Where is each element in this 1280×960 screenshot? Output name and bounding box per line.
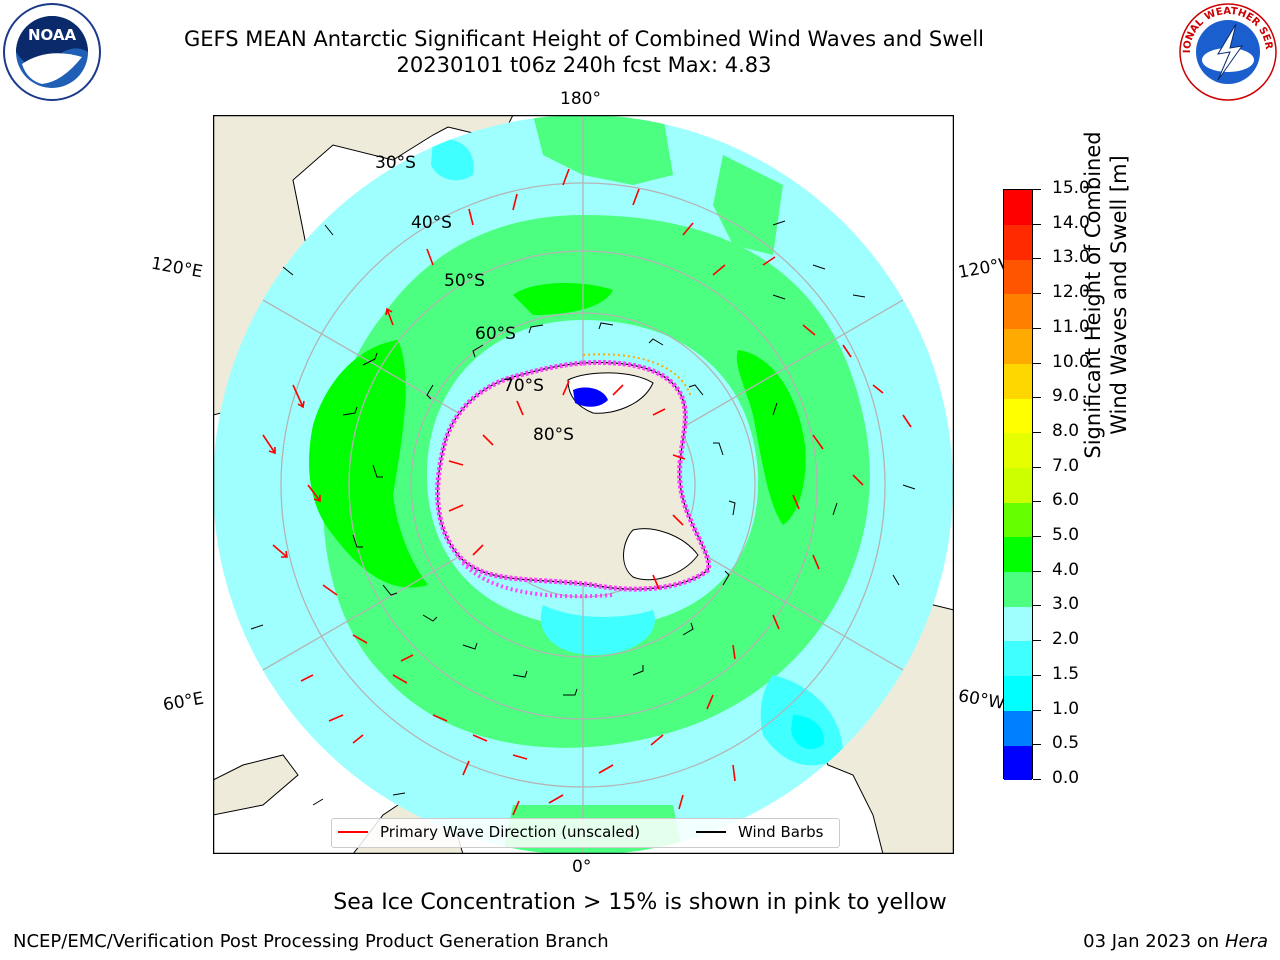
colorbar-tick (1033, 744, 1041, 746)
colorbar-segment (1004, 606, 1032, 642)
colorbar-tick (1033, 779, 1041, 780)
colorbar-tick (1033, 570, 1041, 572)
antarctica (435, 353, 712, 599)
colorbar-title: Significant Height of Combined Wind Wave… (1080, 105, 1132, 485)
legend-item-wind: Wind Barbs (696, 823, 823, 841)
wave-line-swatch (338, 831, 368, 833)
colorbar-segment (1004, 398, 1032, 434)
colorbar-tick (1033, 605, 1041, 607)
colorbar-segment (1004, 363, 1032, 399)
colorbar-tick-label: 13.0 (1052, 247, 1090, 268)
lon-label-180: 180° (560, 89, 601, 109)
lat-label-30s: 30°S (375, 153, 416, 173)
colorbar-segment (1004, 328, 1032, 364)
chart-subtitle: 20230101 t06z 240h fcst Max: 4.83 (396, 53, 772, 77)
colorbar-tick-label: 1.5 (1052, 663, 1080, 684)
chart-title: GEFS MEAN Antarctic Significant Height o… (183, 27, 985, 51)
colorbar-segment (1004, 432, 1032, 468)
colorbar-tick (1033, 431, 1041, 433)
colorbar-tick (1033, 258, 1041, 260)
colorbar-tick (1033, 223, 1041, 225)
colorbar-tick (1033, 327, 1041, 329)
colorbar-segment (1004, 294, 1032, 330)
colorbar-title-line2: Wind Waves and Swell [m] (1107, 155, 1131, 435)
colorbar-tick-label: 4.0 (1052, 559, 1080, 580)
footer-date-text: 03 Jan 2023 on (1083, 931, 1225, 952)
footer-credit: NCEP/EMC/Verification Post Processing Pr… (13, 931, 609, 952)
colorbar-segment (1004, 467, 1032, 503)
colorbar-tick (1033, 362, 1041, 364)
colorbar-segment (1004, 675, 1032, 711)
colorbar (1003, 189, 1033, 781)
lon-label-120e: 120°E (149, 253, 205, 283)
colorbar-segment (1004, 537, 1032, 573)
colorbar-tick (1033, 536, 1041, 538)
lon-label-0: 0° (572, 857, 592, 877)
wind-barbs (250, 220, 916, 806)
nws-logo: NATIONAL WEATHER SERVICE (1178, 2, 1277, 101)
colorbar-tick (1033, 189, 1041, 190)
lat-label-60s: 60°S (475, 324, 516, 344)
noaa-logo: NOAA (3, 3, 101, 101)
colorbar-segment (1004, 571, 1032, 607)
lon-label-60e: 60°E (161, 688, 206, 716)
wind-line-swatch (696, 831, 726, 833)
colorbar-tick (1033, 293, 1041, 295)
lat-label-40s: 40°S (411, 213, 452, 233)
map-legend: Primary Wave Direction (unscaled) Wind B… (331, 818, 840, 848)
colorbar-tick-label: 10.0 (1052, 351, 1090, 372)
lat-label-50s: 50°S (444, 271, 485, 291)
colorbar-tick-label: 11.0 (1052, 316, 1090, 337)
colorbar-tick (1033, 466, 1041, 468)
svg-text:NOAA: NOAA (28, 26, 77, 44)
colorbar-segment (1004, 502, 1032, 538)
legend-item-wave: Primary Wave Direction (unscaled) (338, 823, 640, 841)
colorbar-tick-label: 0.5 (1052, 733, 1080, 754)
colorbar-tick-label: 6.0 (1052, 490, 1080, 511)
lat-label-80s: 80°S (533, 425, 574, 445)
footer-machine: Hera (1224, 931, 1268, 952)
colorbar-tick (1033, 501, 1041, 503)
colorbar-tick-label: 15.0 (1052, 178, 1090, 198)
footer-date: 03 Jan 2023 on Hera (1083, 931, 1268, 952)
colorbar-segment (1004, 710, 1032, 746)
colorbar-tick-label: 5.0 (1052, 525, 1080, 546)
colorbar-segment (1004, 641, 1032, 677)
colorbar-tick-label: 12.0 (1052, 282, 1090, 303)
colorbar-tick-label: 8.0 (1052, 420, 1080, 441)
lat-label-70s: 70°S (503, 376, 544, 396)
lon-label-60w: 60°W (956, 686, 1007, 714)
legend-wind-label: Wind Barbs (738, 823, 824, 841)
colorbar-tick (1033, 709, 1041, 711)
sea-ice-note: Sea Ice Concentration > 15% is shown in … (333, 890, 947, 915)
colorbar-segment (1004, 745, 1032, 781)
colorbar-tick (1033, 640, 1041, 642)
colorbar-tick-label: 1.0 (1052, 698, 1080, 719)
colorbar-segment (1004, 259, 1032, 295)
colorbar-tick (1033, 674, 1041, 676)
colorbar-tick-label: 14.0 (1052, 212, 1090, 233)
polar-map: 30°S 40°S 50°S 60°S 70°S 80°S (213, 115, 954, 854)
colorbar-tick-label: 9.0 (1052, 386, 1080, 407)
colorbar-tick-label: 2.0 (1052, 629, 1080, 650)
colorbar-segment (1004, 190, 1032, 225)
colorbar-tick-label: 3.0 (1052, 594, 1080, 615)
colorbar-segment (1004, 224, 1032, 260)
colorbar-tick-label: 0.0 (1052, 768, 1080, 788)
legend-wave-label: Primary Wave Direction (unscaled) (380, 823, 641, 841)
colorbar-tick-label: 7.0 (1052, 455, 1080, 476)
colorbar-tick (1033, 397, 1041, 399)
colorbar-title-line1: Significant Height of Combined (1081, 131, 1105, 459)
